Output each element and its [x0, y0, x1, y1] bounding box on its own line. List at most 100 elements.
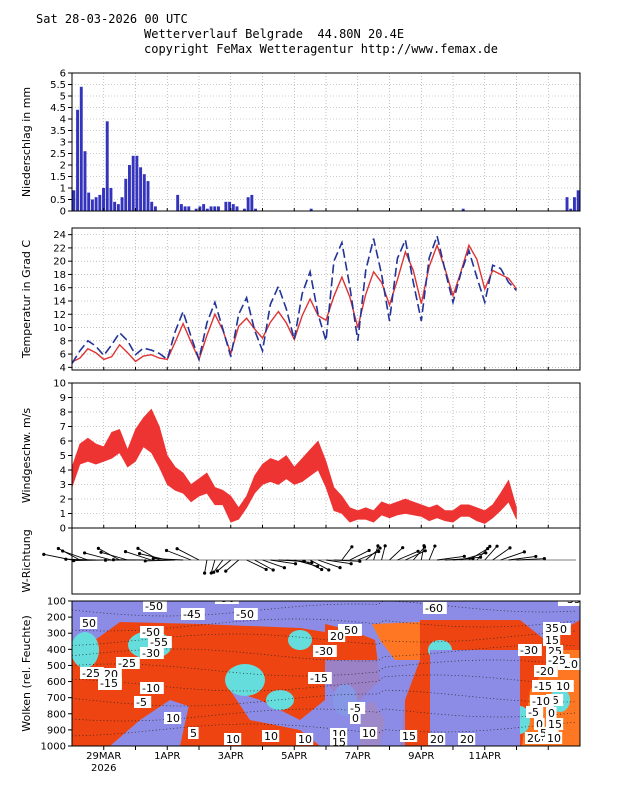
direction-arrow: [420, 545, 425, 561]
cloud-contour-label-box: [328, 630, 346, 642]
direction-arrowhead: [484, 551, 488, 555]
cloud-contour-label-box: [534, 718, 545, 730]
direction-arrowhead: [203, 571, 207, 575]
direction-arrowhead: [264, 567, 268, 572]
direction-arrowhead: [320, 567, 324, 572]
precip-bar: [131, 155, 135, 211]
cloud-isotherm: [72, 708, 577, 722]
direction-arrowhead: [136, 546, 140, 551]
direction-arrow: [484, 545, 498, 561]
direction-arrow: [301, 559, 322, 570]
direction-arrowhead: [542, 557, 546, 561]
precip-bar: [250, 194, 254, 211]
precip-ytick-label: 1: [60, 184, 66, 195]
cloud-contour-label: -15: [100, 677, 118, 690]
precip-bar: [205, 208, 209, 211]
temp-ytick-label: 8: [60, 336, 66, 347]
cloud-contour-label: 0: [352, 712, 359, 725]
cloud-contour-label-box: [140, 647, 164, 659]
cloud-contour-label: 20: [330, 630, 344, 643]
cloud-contour-label-box: [543, 634, 561, 646]
direction-arrowhead: [358, 559, 362, 563]
precip-bar: [254, 208, 258, 211]
cloud-contour-label-box: [526, 706, 544, 718]
x-date-label: 1APR: [154, 751, 180, 762]
precip-bar: [98, 194, 102, 211]
direction-arrowhead: [151, 556, 155, 561]
direction-arrowhead: [422, 544, 426, 548]
direction-arrow: [166, 550, 192, 561]
precip-bar: [109, 188, 113, 211]
wind-ytick-label: 1: [60, 509, 66, 520]
direction-arrow: [225, 559, 239, 572]
direction-arrowhead: [377, 549, 381, 554]
precip-bar: [569, 208, 573, 211]
direction-arrow: [476, 546, 491, 561]
cloud-contour-label-box: [546, 707, 557, 719]
precip-bar: [187, 206, 191, 211]
precip-bar: [150, 201, 154, 211]
cloud-contour-label: -25: [82, 667, 100, 680]
direction-arrow: [460, 552, 486, 561]
cloud-contour-label-box: [188, 727, 199, 739]
cloud-contour-label: -10: [552, 680, 570, 693]
cloud-dry-region: [430, 650, 520, 746]
temp-ytick-label: 20: [53, 257, 66, 268]
cloud-contour-label: 10: [264, 730, 278, 743]
wind-ylabel: Windgeschw. m/s: [20, 408, 33, 504]
clouds-ytick-label: 400: [47, 645, 66, 656]
cloud-contour-label: -55: [150, 636, 168, 649]
wind-ytick-label: 5: [60, 451, 66, 462]
direction-arrowhead: [111, 558, 116, 562]
precip-bar: [102, 188, 105, 211]
cloud-contour-label: 10: [166, 712, 180, 725]
precip-frame: [71, 72, 581, 212]
wind-ytick-label: 2: [60, 495, 66, 506]
cloud-contour-label-box: [330, 736, 348, 746]
precip-bar: [135, 155, 139, 211]
cloud-contour-label-box: [350, 712, 361, 724]
precip-bar: [128, 165, 131, 211]
clouds-frame: [71, 600, 581, 747]
cloud-contour-label: 0: [536, 718, 543, 731]
cloud-contour-label: -5: [350, 702, 361, 715]
direction-arrow: [84, 552, 112, 561]
wind-ytick-label: 10: [53, 379, 66, 390]
cloud-contour-label-box: [224, 733, 242, 745]
direction-arrowhead: [271, 568, 275, 572]
precip-bar: [198, 206, 202, 211]
precip-ytick-label: 3: [60, 138, 66, 149]
direction-arrow: [262, 559, 285, 569]
cloud-contour-label-box: [80, 667, 104, 679]
clouds-ytick-label: 300: [47, 629, 66, 640]
cloud-contour-label: 5: [190, 727, 197, 740]
cloud-contour-label-box: [262, 730, 280, 742]
cloud-isotherm: [72, 721, 577, 737]
cloud-isotherm: [72, 689, 577, 707]
cloud-contour-label-box: [518, 644, 542, 656]
direction-arrow: [325, 559, 352, 565]
wind-ytick-label: 3: [60, 480, 66, 491]
clouds-ytick-label: 700: [47, 693, 66, 704]
cloud-contour-label-box: [532, 680, 556, 692]
temp-grid: [72, 228, 580, 370]
cloud-contour-label: -30: [315, 645, 333, 658]
precip-bar: [83, 151, 87, 211]
direction-arrow: [373, 545, 379, 561]
wind-ytick-label: 9: [60, 393, 66, 404]
cloud-contour-labels: -50-45-50-50-50-60-5550-50-55-35-30-50-3…: [80, 600, 580, 746]
direction-ylabel: W-Richtung: [20, 529, 33, 592]
precip-bar: [79, 86, 83, 211]
cloud-humid-region: [288, 630, 312, 650]
direction-arrow: [516, 558, 545, 561]
cloud-contour-label-box: [181, 608, 205, 620]
cloud-isotherm: [72, 601, 577, 617]
x-date-label: 3APR: [218, 751, 244, 762]
direction-arrow: [137, 548, 160, 561]
cloud-contour-label-box: [530, 695, 554, 707]
cloud-contour-label-box: [215, 601, 239, 604]
direction-arrowhead: [99, 550, 103, 554]
cloud-contour-label: -50: [145, 600, 163, 613]
cloud-contour-label: 20: [460, 733, 474, 746]
cloud-contour-label-box: [143, 601, 167, 612]
